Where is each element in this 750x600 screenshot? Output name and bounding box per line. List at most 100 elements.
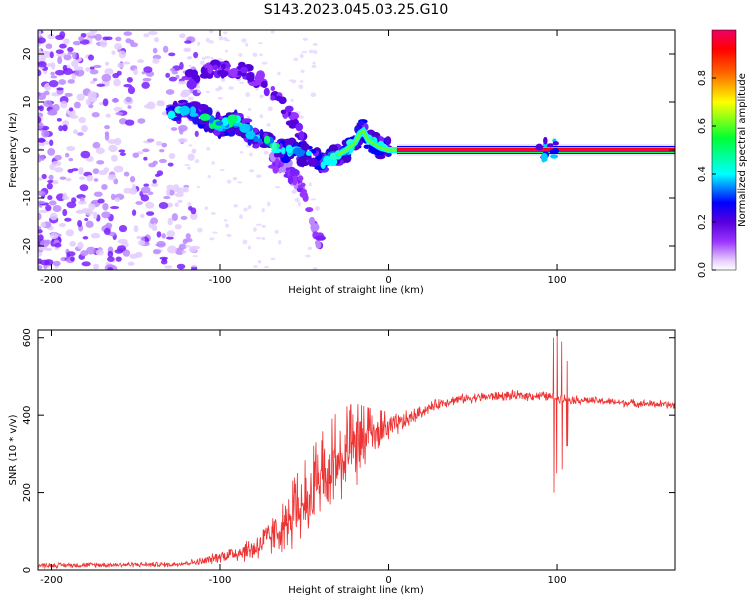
x-tick-label: -100 [209, 275, 232, 286]
noise-blob [239, 81, 244, 84]
snr-y-label: SNR (10 * v/v) [8, 414, 19, 485]
ridge-blob [263, 87, 270, 97]
colorbar-tick-label: 0.0 [697, 262, 708, 278]
noise-blob [102, 98, 109, 107]
noise-blob [156, 101, 165, 107]
noise-blob [93, 178, 99, 182]
noise-blob [312, 61, 316, 65]
ridge-blob [315, 235, 326, 241]
ridge-blob [305, 150, 313, 156]
noise-blob [104, 124, 111, 130]
noise-blob [38, 212, 42, 221]
noise-blob [212, 231, 218, 234]
noise-blob [66, 145, 76, 152]
noise-blob [105, 36, 113, 41]
noise-blob [38, 190, 46, 196]
ridge-blob [246, 72, 254, 79]
noise-blob [237, 181, 243, 184]
noise-blob [67, 168, 74, 174]
noise-blob [78, 176, 86, 180]
noise-blob [62, 124, 68, 132]
colorbar-label: Normalized spectral amplitude [737, 73, 748, 227]
noise-blob [301, 50, 308, 53]
noise-blob [38, 177, 43, 181]
noise-blob [181, 89, 191, 96]
noise-blob [38, 138, 46, 143]
ridge-blob [285, 144, 293, 154]
noise-blob [117, 62, 125, 69]
noise-blob [217, 96, 223, 100]
noise-blob [220, 77, 226, 82]
noise-blob [140, 194, 150, 202]
ridge-line-inner [336, 128, 407, 157]
noise-blob [48, 80, 59, 88]
noise-blob [54, 167, 64, 173]
ridge-blob [323, 155, 332, 166]
noise-blob [90, 232, 101, 239]
noise-blob [122, 249, 131, 257]
colorbar-tick-label: 0.2 [697, 214, 708, 230]
noise-blob [294, 197, 300, 203]
ridge-blob [298, 130, 305, 141]
noise-blob [116, 245, 127, 252]
ridge-blob [204, 70, 209, 79]
noise-blob [115, 256, 122, 262]
noise-blob [226, 179, 232, 184]
noise-blob [73, 66, 84, 71]
noise-blob [152, 58, 160, 64]
noise-blob [111, 154, 118, 162]
noise-blob [85, 67, 90, 72]
noise-blob [118, 149, 126, 153]
spectrogram-image [38, 30, 675, 270]
noise-blob [183, 186, 189, 193]
noise-blob [168, 76, 178, 82]
noise-blob [44, 141, 50, 145]
noise-blob [167, 162, 174, 167]
noise-blob [205, 37, 210, 43]
noise-blob [85, 98, 91, 106]
ridge-blob [239, 123, 251, 133]
noise-blob [166, 202, 173, 208]
noise-blob [208, 30, 214, 34]
noise-blob [186, 56, 193, 60]
ridge-blob [186, 79, 197, 90]
noise-blob [310, 92, 317, 98]
noise-blob [54, 242, 62, 248]
noise-blob [85, 220, 94, 228]
noise-blob [47, 195, 53, 201]
ridge-blob [189, 106, 197, 116]
noise-blob [40, 239, 50, 248]
y-tick-label: 0 [22, 147, 33, 153]
noise-blob [91, 111, 100, 118]
noise-blob [63, 38, 70, 45]
noise-blob [115, 111, 124, 116]
noise-blob [267, 201, 271, 207]
noise-blob [188, 246, 197, 253]
noise-blob [171, 70, 178, 75]
noise-blob [89, 69, 99, 75]
ridge-blob [198, 104, 209, 111]
noise-blob [132, 152, 139, 158]
noise-blob [137, 59, 144, 63]
noise-blob [41, 129, 50, 138]
noise-blob [154, 37, 159, 43]
noise-blob [52, 103, 60, 112]
noise-blob [183, 47, 192, 52]
noise-blob [38, 226, 42, 230]
ridge-blob [277, 167, 283, 174]
noise-blob [233, 204, 238, 208]
ridge-blob [302, 194, 309, 202]
noise-blob [141, 81, 150, 89]
ridge-blob [301, 188, 307, 194]
noise-blob [92, 141, 101, 149]
noise-blob [81, 124, 88, 133]
spectrogram-y-label: Frequency (Hz) [8, 112, 19, 188]
noise-blob [47, 110, 58, 116]
noise-blob [210, 56, 214, 60]
noise-blob [270, 30, 275, 34]
noise-blob [67, 79, 75, 84]
noise-blob [150, 217, 159, 225]
